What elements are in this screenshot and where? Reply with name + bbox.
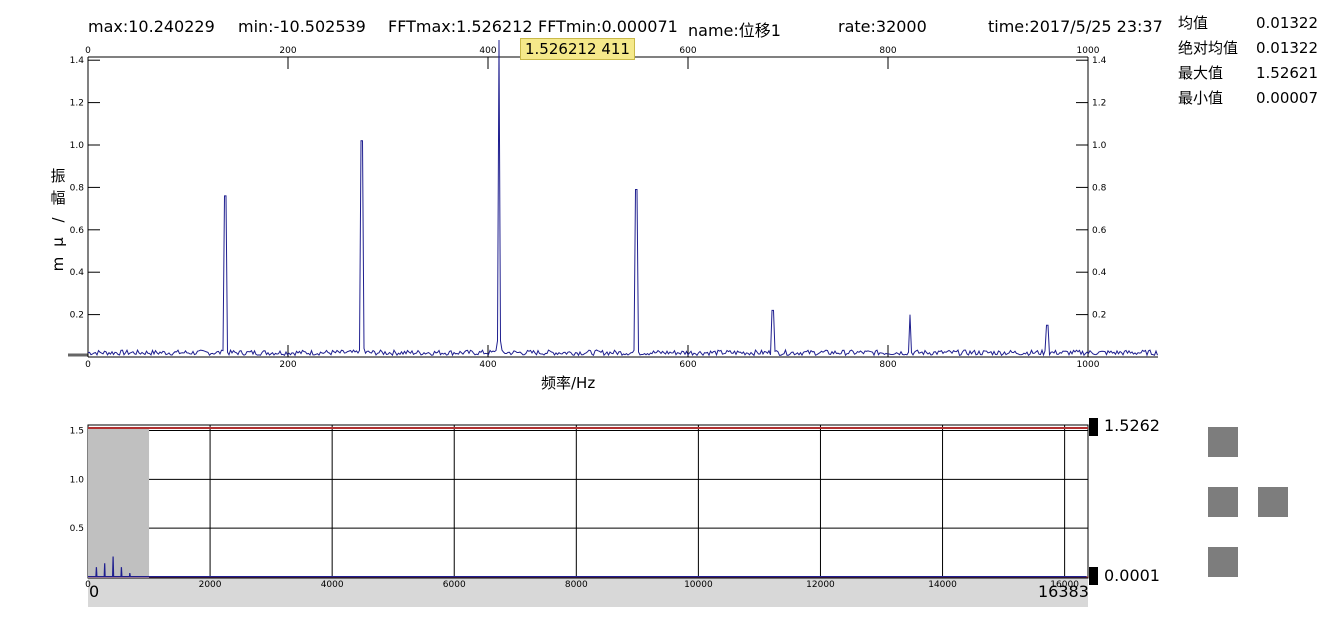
header-name: name:位移1: [688, 21, 781, 40]
y-tick-label-right: 0.2: [1092, 311, 1106, 321]
stat-value: 1.52621: [1255, 63, 1318, 82]
min-marker-handle[interactable]: [1089, 567, 1098, 585]
y-axis-label: 振幅 / μ m: [48, 165, 68, 275]
y-tick-label-left: 0.6: [70, 226, 85, 236]
stat-value: 0.00007: [1255, 88, 1318, 107]
overview-trace: [88, 556, 1087, 578]
stat-value: 0.01322: [1255, 13, 1318, 32]
header-fftmin: FFTmin:0.000071: [538, 17, 678, 36]
nav-left-icon[interactable]: [1208, 487, 1238, 517]
x-tick-label-bottom: 600: [679, 360, 696, 370]
stat-label: 均值: [1178, 14, 1209, 32]
y-axis-label-text: 振幅 / μ m: [48, 165, 68, 275]
max-marker-handle[interactable]: [1089, 418, 1098, 436]
x-tick-label-bottom: 400: [479, 360, 496, 370]
overview-x-tick-label: 0: [85, 580, 91, 590]
x-tick-label-top: 400: [479, 46, 496, 56]
stat-row-max: 最大值 1.52621: [1178, 60, 1318, 85]
overview-x-tick-label: 8000: [565, 580, 588, 590]
nav-up-icon[interactable]: [1208, 427, 1238, 457]
stat-row-min: 最小值 0.00007: [1178, 85, 1318, 110]
spectrum-chart[interactable]: 0 0 200 200 400 400 600 600 800 800 1000 1000 0.2 0.2…: [0, 0, 1338, 410]
spectrum-trace: [87, 39, 1158, 357]
stat-label: 绝对均值: [1178, 39, 1239, 57]
header-max: max:10.240229: [88, 17, 215, 36]
y-tick-label-left: 1.2: [70, 99, 84, 109]
overview-x-tick-label: 12000: [806, 580, 835, 590]
x-tick-label-bottom: 200: [279, 360, 296, 370]
overview-selection-window[interactable]: [88, 428, 150, 578]
y-axis-label-char: 振: [50, 167, 66, 185]
header-fftmax: FFTmax:1.526212: [388, 17, 533, 36]
stat-label: 最大值: [1178, 64, 1224, 82]
header-rate: rate:32000: [838, 17, 927, 36]
min-marker-label: 0.0001: [1104, 566, 1160, 585]
x-tick-label-top: 0: [85, 46, 91, 56]
overview-x-tick-label: 14000: [928, 580, 957, 590]
x-tick-label-bottom: 0: [85, 360, 91, 370]
x-tick-label-bottom: 800: [879, 360, 896, 370]
y-tick-label-left: 0.4: [70, 268, 85, 278]
stat-value: 0.01322: [1255, 38, 1318, 57]
y-tick-label-right: 1.2: [1092, 99, 1106, 109]
y-tick-label-right: 0.8: [1092, 183, 1107, 193]
max-marker-label: 1.5262: [1104, 416, 1160, 435]
overview-x-tick-label: 4000: [321, 580, 344, 590]
overview-x-tick-label: 10000: [684, 580, 713, 590]
x-tick-label-top: 600: [679, 46, 696, 56]
overview-y-tick-label: 0.5: [70, 524, 84, 534]
y-tick-label-right: 0.6: [1092, 226, 1107, 236]
y-axis-label-char: 幅: [50, 189, 66, 207]
stat-row-mean: 均值 0.01322: [1178, 10, 1318, 35]
overview-x-tick-label: 16000: [1050, 580, 1079, 590]
x-tick-label-top: 800: [879, 46, 896, 56]
x-tick-label-bottom: 1000: [1077, 360, 1100, 370]
overview-x-tick-label: 6000: [443, 580, 466, 590]
y-tick-label-right: 0.4: [1092, 268, 1107, 278]
range-end-label: 16383: [1038, 582, 1089, 601]
peak-tooltip: 1.526212 411: [520, 38, 635, 60]
nav-right-icon[interactable]: [1258, 487, 1288, 517]
stats-panel: 均值 0.01322 绝对均值 0.01322 最大值 1.52621 最小值 …: [1178, 10, 1318, 110]
stat-row-abs-mean: 绝对均值 0.01322: [1178, 35, 1318, 60]
y-tick-label-right: 1.0: [1092, 141, 1107, 151]
overview-y-tick-label: 1.0: [70, 475, 85, 485]
header-time: time:2017/5/25 23:37: [988, 17, 1163, 36]
overview-x-tick-label: 2000: [199, 580, 222, 590]
y-tick-label-left: 1.0: [70, 141, 85, 151]
x-axis-label: 频率/Hz: [541, 374, 596, 392]
y-tick-label-left: 0.2: [70, 311, 84, 321]
x-tick-label-top: 200: [279, 46, 296, 56]
y-tick-label-left: 1.4: [70, 56, 85, 66]
overview-plot-area: [87, 424, 1089, 579]
y-tick-label-left: 0.8: [70, 183, 85, 193]
x-tick-label-top: 1000: [1077, 46, 1100, 56]
header-min: min:-10.502539: [238, 17, 366, 36]
y-tick-label-right: 1.4: [1092, 56, 1107, 66]
stat-label: 最小值: [1178, 89, 1224, 107]
nav-down-icon[interactable]: [1208, 547, 1238, 577]
range-start-label: 0: [89, 582, 100, 601]
overview-y-tick-label: 1.5: [70, 427, 84, 437]
overview-bottom-strip: [88, 578, 1088, 607]
